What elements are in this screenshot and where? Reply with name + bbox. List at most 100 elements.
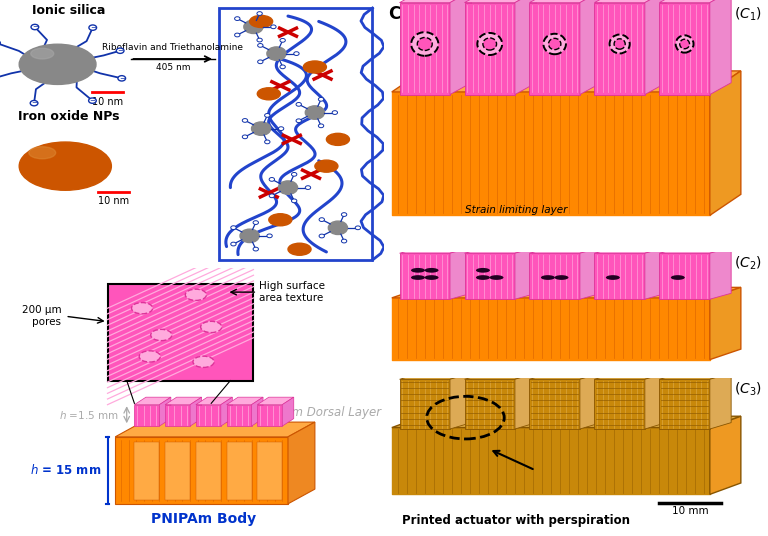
Polygon shape — [221, 397, 232, 426]
Text: PAAm Dorsal Layer: PAAm Dorsal Layer — [269, 406, 381, 419]
Ellipse shape — [151, 329, 172, 341]
Polygon shape — [257, 397, 294, 405]
Circle shape — [265, 140, 270, 144]
Ellipse shape — [131, 302, 153, 314]
FancyBboxPatch shape — [108, 284, 253, 381]
Ellipse shape — [29, 147, 56, 159]
Polygon shape — [529, 3, 580, 94]
Text: −: − — [90, 25, 96, 31]
Text: Riboflavin and Triethanolamine: Riboflavin and Triethanolamine — [102, 43, 243, 53]
Circle shape — [411, 275, 425, 280]
Polygon shape — [660, 373, 731, 379]
Ellipse shape — [288, 243, 311, 255]
FancyBboxPatch shape — [227, 405, 252, 426]
Polygon shape — [392, 71, 741, 92]
Text: $h$ =1.5 mm: $h$ =1.5 mm — [59, 409, 119, 421]
Circle shape — [356, 226, 361, 229]
Circle shape — [271, 25, 276, 28]
Ellipse shape — [31, 48, 54, 59]
Text: 405 nm: 405 nm — [156, 63, 190, 72]
FancyBboxPatch shape — [196, 405, 221, 426]
Polygon shape — [283, 397, 294, 426]
Circle shape — [425, 275, 439, 280]
Ellipse shape — [193, 356, 214, 368]
Polygon shape — [465, 373, 536, 379]
FancyBboxPatch shape — [165, 405, 190, 426]
Ellipse shape — [610, 34, 630, 54]
Text: −: − — [119, 76, 124, 81]
Ellipse shape — [483, 38, 497, 50]
Circle shape — [305, 106, 324, 120]
Text: $(C_2)$: $(C_2)$ — [734, 255, 762, 272]
Circle shape — [269, 177, 274, 181]
Circle shape — [425, 268, 439, 273]
Polygon shape — [252, 397, 263, 426]
Circle shape — [118, 76, 126, 81]
Circle shape — [242, 118, 247, 122]
Polygon shape — [190, 397, 201, 426]
Polygon shape — [392, 287, 741, 298]
Text: 200 μm
pores: 200 μm pores — [22, 306, 61, 327]
Ellipse shape — [200, 321, 222, 332]
Polygon shape — [227, 397, 263, 405]
Polygon shape — [465, 379, 515, 429]
Ellipse shape — [680, 39, 690, 49]
Circle shape — [267, 47, 286, 61]
Polygon shape — [529, 247, 601, 253]
Circle shape — [116, 48, 124, 54]
Circle shape — [257, 43, 263, 47]
Circle shape — [269, 194, 274, 198]
FancyBboxPatch shape — [134, 442, 160, 500]
Polygon shape — [660, 247, 731, 253]
FancyBboxPatch shape — [227, 442, 252, 500]
Circle shape — [489, 275, 504, 280]
FancyBboxPatch shape — [257, 442, 283, 500]
Circle shape — [230, 226, 236, 229]
Polygon shape — [645, 0, 666, 94]
Polygon shape — [594, 253, 645, 299]
Ellipse shape — [250, 16, 273, 27]
Text: Dilated Pores at $T$ > 40°C: Dilated Pores at $T$ > 40°C — [451, 255, 620, 269]
Polygon shape — [645, 373, 666, 429]
Circle shape — [319, 98, 324, 101]
Text: 10 nm: 10 nm — [92, 97, 123, 107]
Ellipse shape — [411, 32, 439, 56]
Polygon shape — [465, 247, 536, 253]
Ellipse shape — [315, 160, 338, 172]
Ellipse shape — [676, 35, 694, 53]
Ellipse shape — [19, 44, 96, 85]
Polygon shape — [710, 287, 741, 360]
Circle shape — [319, 124, 324, 128]
Text: $(C_3)$: $(C_3)$ — [734, 381, 762, 398]
Polygon shape — [165, 397, 201, 405]
Circle shape — [606, 275, 620, 280]
Circle shape — [31, 24, 38, 29]
Circle shape — [476, 268, 490, 273]
Circle shape — [257, 38, 263, 42]
Polygon shape — [399, 3, 450, 94]
Circle shape — [252, 122, 271, 135]
Circle shape — [541, 275, 555, 280]
Circle shape — [306, 186, 310, 190]
FancyBboxPatch shape — [134, 405, 160, 426]
Ellipse shape — [544, 34, 566, 54]
Polygon shape — [660, 3, 710, 94]
Circle shape — [240, 229, 260, 242]
Text: −: − — [32, 24, 38, 31]
Polygon shape — [594, 0, 666, 3]
Ellipse shape — [269, 214, 292, 226]
Text: 10 mm: 10 mm — [672, 507, 709, 516]
Circle shape — [329, 221, 348, 235]
Text: 10 nm: 10 nm — [98, 196, 129, 206]
Polygon shape — [465, 0, 536, 3]
Circle shape — [279, 127, 284, 130]
Polygon shape — [594, 373, 666, 379]
Text: Strain limiting layer: Strain limiting layer — [465, 205, 567, 215]
Polygon shape — [594, 379, 645, 429]
Polygon shape — [288, 422, 315, 504]
Ellipse shape — [19, 142, 111, 190]
Ellipse shape — [303, 61, 326, 73]
Polygon shape — [529, 373, 601, 379]
Circle shape — [279, 181, 298, 195]
Polygon shape — [594, 247, 666, 253]
